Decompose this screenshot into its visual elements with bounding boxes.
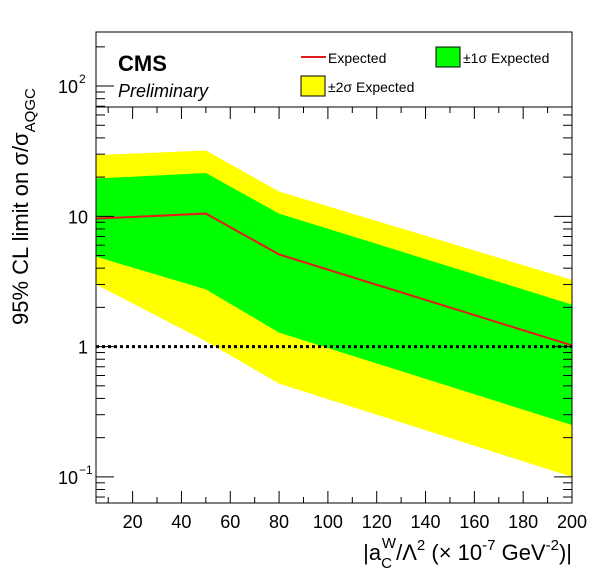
x-title-unit: GeV bbox=[495, 540, 545, 565]
x-title-sup4: -2 bbox=[546, 537, 559, 554]
x-tick-label: 120 bbox=[362, 512, 392, 532]
x-title-mid: /Λ bbox=[396, 540, 417, 565]
x-title-sup1: W bbox=[382, 535, 397, 552]
y-tick-label: 10 bbox=[58, 468, 78, 488]
y-tick-exponent: 2 bbox=[79, 72, 86, 86]
preliminary-label: Preliminary bbox=[118, 81, 209, 101]
y-tick-label: 10 bbox=[68, 207, 88, 227]
legend-2sigma-swatch bbox=[300, 75, 326, 97]
x-title-sub: C bbox=[381, 555, 392, 572]
legend-1sigma-swatch bbox=[435, 46, 461, 68]
lines-layer bbox=[96, 212, 572, 349]
x-title-sup2: 2 bbox=[417, 537, 425, 554]
x-tick-label: 140 bbox=[411, 512, 441, 532]
y-title-sub: AQGC bbox=[22, 88, 39, 132]
x-tick-label: 80 bbox=[269, 512, 289, 532]
x-title-close: )| bbox=[559, 540, 572, 565]
x-tick-label: 40 bbox=[171, 512, 191, 532]
x-axis-title: |aCW/Λ2 (× 10-7 GeV-2)| bbox=[363, 535, 572, 572]
x-tick-label: 100 bbox=[313, 512, 343, 532]
legend-2sigma-label: ±2σ Expected bbox=[328, 79, 414, 95]
expected-line bbox=[96, 212, 572, 347]
bands-layer bbox=[96, 150, 572, 477]
y-tick-label: 10 bbox=[58, 77, 78, 97]
legend-expected-label: Expected bbox=[328, 50, 386, 66]
plot-frame bbox=[95, 31, 573, 504]
legend-1sigma-label: ±1σ Expected bbox=[463, 50, 549, 66]
x-tick-label: 160 bbox=[459, 512, 489, 532]
y-tick-label: 1 bbox=[78, 338, 88, 358]
x-title-prefix: |a bbox=[363, 540, 382, 565]
x-tick-label: 20 bbox=[123, 512, 143, 532]
y-axis-title: 95% CL limit on σ/σAQGC bbox=[8, 88, 39, 325]
x-tick-label: 180 bbox=[508, 512, 538, 532]
x-title-sup3: -7 bbox=[482, 537, 495, 554]
legend: Expected ±1σ Expected ±2σ Expected bbox=[300, 46, 549, 97]
band-1sigma bbox=[96, 173, 572, 426]
frame-box bbox=[95, 31, 573, 504]
x-title-paren: (× 10 bbox=[425, 540, 482, 565]
y-tick-exponent: −1 bbox=[79, 463, 93, 477]
y-title-main: 95% CL limit on σ/σ bbox=[8, 132, 33, 325]
x-tick-label: 200 bbox=[557, 512, 587, 532]
cms-label: CMS bbox=[118, 51, 167, 76]
x-tick-label: 60 bbox=[220, 512, 240, 532]
